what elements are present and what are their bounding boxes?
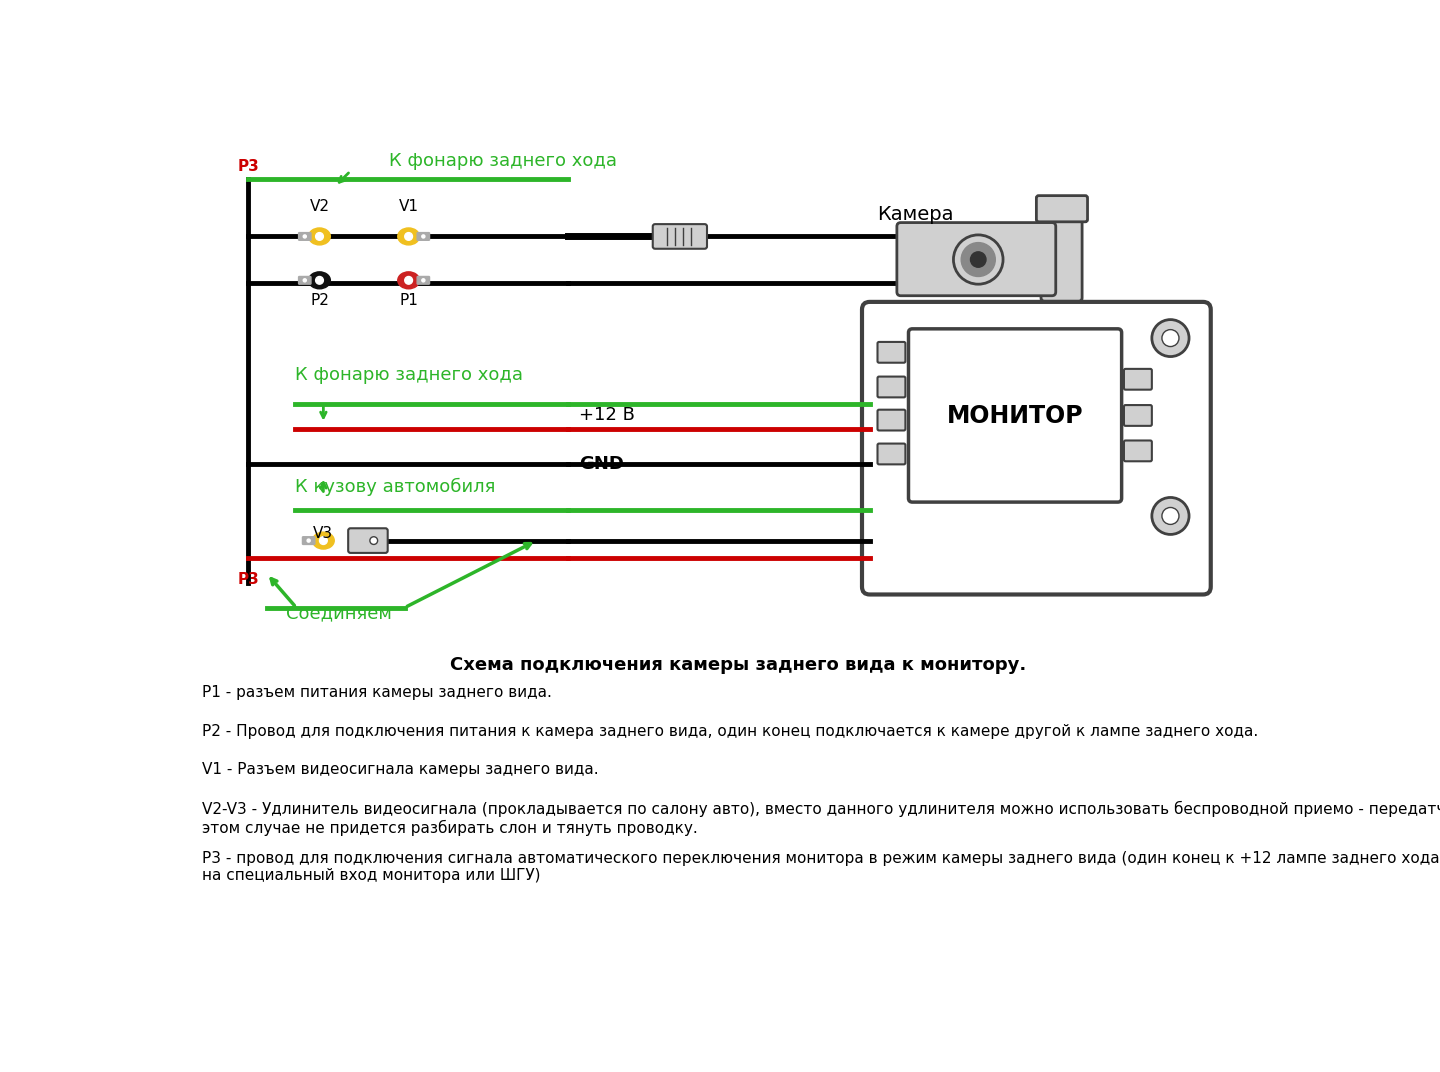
- Text: V2-V3 - Удлинитель видеосигнала (прокладывается по салону авто), вместо данного : V2-V3 - Удлинитель видеосигнала (проклад…: [202, 801, 1440, 836]
- Text: V1: V1: [399, 199, 419, 214]
- Circle shape: [1152, 319, 1189, 357]
- Ellipse shape: [308, 272, 330, 288]
- Ellipse shape: [405, 233, 412, 240]
- FancyBboxPatch shape: [863, 302, 1211, 595]
- Text: +12 В: +12 В: [579, 406, 635, 425]
- Text: К кузову автомобиля: К кузову автомобиля: [295, 478, 495, 496]
- FancyBboxPatch shape: [298, 277, 311, 284]
- FancyBboxPatch shape: [298, 233, 311, 240]
- FancyBboxPatch shape: [877, 342, 906, 362]
- FancyBboxPatch shape: [909, 329, 1122, 502]
- Text: P1 - разъем питания камеры заднего вида.: P1 - разъем питания камеры заднего вида.: [202, 685, 552, 700]
- Circle shape: [1162, 507, 1179, 524]
- FancyBboxPatch shape: [302, 537, 315, 545]
- FancyBboxPatch shape: [877, 376, 906, 398]
- FancyBboxPatch shape: [877, 444, 906, 464]
- Text: Р3 - провод для подключения сигнала автоматического переключения монитора в режи: Р3 - провод для подключения сигнала авто…: [202, 851, 1440, 883]
- Ellipse shape: [320, 537, 327, 545]
- Circle shape: [962, 242, 995, 277]
- Ellipse shape: [397, 228, 419, 244]
- Circle shape: [422, 279, 425, 282]
- Circle shape: [370, 537, 377, 545]
- Text: Схема подключения камеры заднего вида к монитору.: Схема подключения камеры заднего вида к …: [449, 656, 1027, 674]
- Text: V1 - Разъем видеосигнала камеры заднего вида.: V1 - Разъем видеосигнала камеры заднего …: [202, 762, 599, 777]
- Circle shape: [1152, 497, 1189, 535]
- FancyBboxPatch shape: [1125, 405, 1152, 426]
- Text: V3: V3: [314, 526, 334, 541]
- Ellipse shape: [405, 277, 412, 284]
- Text: МОНИТОР: МОНИТОР: [948, 404, 1084, 428]
- Text: P3: P3: [238, 160, 259, 175]
- Ellipse shape: [315, 277, 324, 284]
- Circle shape: [304, 235, 307, 238]
- Text: Камера: Камера: [877, 206, 953, 224]
- FancyBboxPatch shape: [877, 410, 906, 431]
- FancyBboxPatch shape: [348, 528, 387, 553]
- Circle shape: [307, 539, 310, 542]
- Ellipse shape: [308, 228, 330, 244]
- FancyBboxPatch shape: [418, 277, 429, 284]
- Ellipse shape: [312, 532, 334, 549]
- Circle shape: [304, 279, 307, 282]
- FancyBboxPatch shape: [897, 223, 1056, 296]
- Circle shape: [971, 252, 986, 267]
- FancyBboxPatch shape: [1125, 441, 1152, 461]
- Circle shape: [953, 235, 1004, 284]
- Text: P1: P1: [399, 293, 418, 308]
- FancyBboxPatch shape: [418, 233, 429, 240]
- Text: V2: V2: [310, 199, 330, 214]
- Circle shape: [422, 235, 425, 238]
- FancyBboxPatch shape: [1037, 195, 1087, 222]
- Text: Соединяем: Соединяем: [287, 605, 392, 623]
- Text: GND: GND: [579, 455, 624, 473]
- FancyBboxPatch shape: [1041, 210, 1081, 301]
- Circle shape: [1162, 329, 1179, 346]
- FancyBboxPatch shape: [652, 224, 707, 249]
- Text: P2: P2: [310, 293, 328, 308]
- Ellipse shape: [315, 233, 324, 240]
- Text: P2 - Провод для подключения питания к камера заднего вида, один конец подключает: P2 - Провод для подключения питания к ка…: [202, 724, 1259, 739]
- Text: P3: P3: [238, 572, 259, 587]
- Ellipse shape: [397, 272, 419, 288]
- FancyBboxPatch shape: [1125, 369, 1152, 389]
- Text: К фонарю заднего хода: К фонарю заднего хода: [389, 152, 618, 169]
- Text: К фонарю заднего хода: К фонарю заднего хода: [295, 366, 523, 384]
